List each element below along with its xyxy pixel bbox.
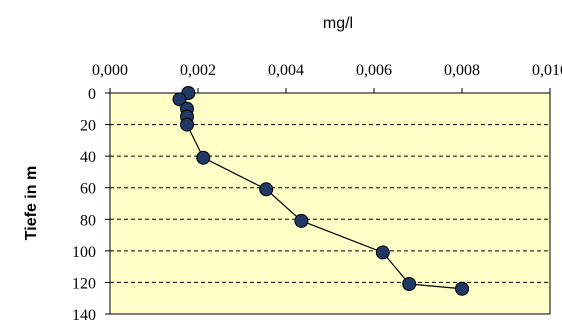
y-tick-label: 80 xyxy=(80,212,96,229)
data-point xyxy=(375,245,390,260)
data-point xyxy=(196,150,211,165)
x-axis: 0,000 0,002 0,004 0,006 0,008 0,010 xyxy=(92,62,562,93)
x-tick-label: 0,002 xyxy=(180,62,216,79)
x-tick-label: 0,000 xyxy=(92,62,128,79)
x-tick-label: 0,006 xyxy=(356,62,392,79)
y-tick-label: 100 xyxy=(72,244,96,261)
y-axis-title: Tiefe in m xyxy=(23,166,40,240)
y-tick-label: 140 xyxy=(72,307,96,324)
data-series xyxy=(172,86,469,296)
data-point xyxy=(294,213,309,228)
y-tick-label: 120 xyxy=(72,275,96,292)
x-tick-label: 0,010 xyxy=(532,62,562,79)
y-tick-label: 20 xyxy=(80,118,96,135)
grid-lines xyxy=(110,124,550,283)
y-tick-label: 60 xyxy=(80,181,96,198)
y-tick-label: 0 xyxy=(88,86,96,103)
plot-area xyxy=(110,93,550,314)
data-point xyxy=(172,92,187,107)
y-tick-label: 40 xyxy=(80,149,96,166)
data-point xyxy=(180,117,194,132)
data-point xyxy=(259,182,274,197)
data-point xyxy=(455,281,469,296)
data-point xyxy=(402,277,417,292)
y-axis: 0 20 40 60 80 100 120 140 xyxy=(72,86,110,324)
x-axis-title: mg/l xyxy=(323,15,353,32)
x-tick-label: 0,008 xyxy=(444,62,480,79)
x-tick-label: 0,004 xyxy=(268,62,304,79)
